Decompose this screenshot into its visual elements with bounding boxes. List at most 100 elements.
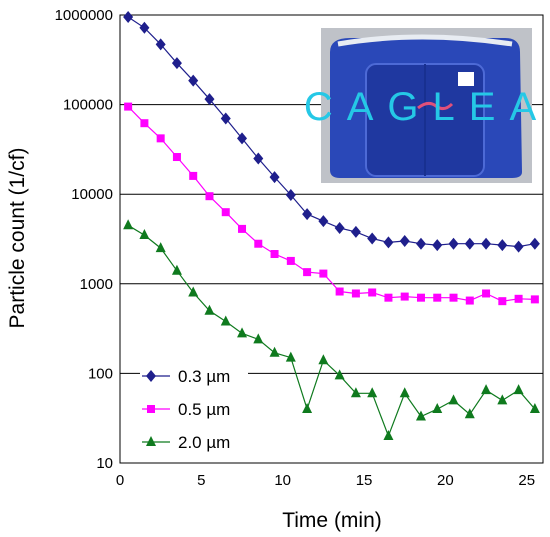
x-axis-title: Time (min) xyxy=(282,509,382,532)
data-point-square xyxy=(172,153,181,162)
data-point-diamond xyxy=(204,93,215,106)
data-point-triangle xyxy=(139,229,150,240)
data-point-triangle xyxy=(220,315,231,326)
data-point-diamond xyxy=(383,236,394,249)
data-point-triangle xyxy=(481,384,492,395)
data-point-triangle xyxy=(188,286,199,297)
data-point-square xyxy=(335,287,344,296)
data-point-diamond xyxy=(415,237,426,250)
data-point-square xyxy=(221,208,230,217)
data-point-diamond xyxy=(269,171,280,184)
data-point-square xyxy=(498,297,507,306)
data-point-square xyxy=(351,289,360,298)
data-point-triangle xyxy=(399,387,410,398)
data-point-diamond xyxy=(350,225,361,238)
data-point-triangle xyxy=(383,430,394,441)
data-point-diamond xyxy=(220,112,231,125)
data-point-diamond xyxy=(139,21,150,34)
data-point-diamond xyxy=(302,208,313,221)
data-point-diamond xyxy=(188,74,199,87)
x-tick-label: 25 xyxy=(518,472,535,489)
data-point-diamond xyxy=(334,221,345,234)
data-point-triangle xyxy=(155,242,166,253)
legend-marker-diamond xyxy=(146,370,156,382)
legend-label-2: 2.0 µm xyxy=(178,433,230,452)
data-point-diamond xyxy=(171,57,182,70)
y-tick-labels: 10 100 1000 10000 100000 1000000 xyxy=(55,7,113,472)
data-point-square xyxy=(205,192,214,201)
inset-photo: CAGLEA xyxy=(304,28,536,183)
data-point-triangle xyxy=(350,387,361,398)
x-tick-label: 15 xyxy=(356,472,373,489)
data-point-diamond xyxy=(367,232,378,245)
data-point-square xyxy=(482,289,491,298)
x-tick-label: 5 xyxy=(197,472,205,489)
data-point-triangle xyxy=(302,403,313,414)
data-point-square xyxy=(254,239,263,248)
data-point-triangle xyxy=(253,333,264,344)
data-point-triangle xyxy=(334,369,345,380)
data-point-diamond xyxy=(497,239,508,252)
legend-label-1: 0.5 µm xyxy=(178,400,230,419)
y-tick-label: 1000000 xyxy=(55,7,113,24)
data-point-diamond xyxy=(448,237,459,250)
data-point-square xyxy=(286,256,295,265)
data-point-triangle xyxy=(171,264,182,275)
x-tick-label: 10 xyxy=(274,472,291,489)
data-point-square xyxy=(449,293,458,302)
data-point-square xyxy=(156,134,165,143)
data-point-diamond xyxy=(481,237,492,250)
data-point-triangle xyxy=(529,403,540,414)
legend: 0.3 µm 0.5 µm 2.0 µm xyxy=(140,360,248,460)
data-point-triangle xyxy=(285,351,296,362)
data-point-square xyxy=(189,171,198,180)
y-tick-label: 10 xyxy=(96,455,113,472)
y-tick-label: 100 xyxy=(88,365,113,382)
data-point-diamond xyxy=(399,235,410,248)
data-point-square xyxy=(319,269,328,278)
data-point-triangle xyxy=(237,327,248,338)
x-tick-label: 20 xyxy=(437,472,454,489)
y-tick-label: 100000 xyxy=(63,97,113,114)
data-point-diamond xyxy=(155,38,166,51)
data-point-triangle xyxy=(318,354,329,365)
tent-top-ridge xyxy=(337,34,513,47)
legend-marker-square xyxy=(147,405,155,413)
data-point-diamond xyxy=(285,188,296,201)
y-tick-label: 1000 xyxy=(80,276,113,293)
data-point-triangle xyxy=(464,408,475,419)
data-point-square xyxy=(368,288,377,297)
data-point-diamond xyxy=(253,152,264,165)
data-point-square xyxy=(124,102,133,111)
data-point-square xyxy=(514,294,523,303)
data-point-square xyxy=(238,224,247,233)
data-point-diamond xyxy=(237,132,248,145)
data-point-diamond xyxy=(432,239,443,252)
data-point-diamond xyxy=(123,10,134,23)
data-point-triangle xyxy=(123,219,134,230)
data-point-triangle xyxy=(513,384,524,395)
data-point-diamond xyxy=(513,240,524,253)
data-point-diamond xyxy=(464,237,475,250)
data-point-triangle xyxy=(415,410,426,421)
data-point-square xyxy=(140,119,149,128)
x-tick-labels: 0 5 10 15 20 25 xyxy=(116,472,535,489)
data-point-triangle xyxy=(497,394,508,405)
x-tick-label: 0 xyxy=(116,472,124,489)
data-point-triangle xyxy=(432,403,443,414)
logo-accent xyxy=(417,101,454,111)
data-point-square xyxy=(303,268,312,277)
legend-label-0: 0.3 µm xyxy=(178,367,230,386)
y-tick-label: 10000 xyxy=(71,186,113,203)
legend-background xyxy=(140,360,248,460)
legend-marker-triangle xyxy=(146,436,156,446)
data-point-square xyxy=(270,250,279,259)
data-point-triangle xyxy=(367,387,378,398)
data-point-diamond xyxy=(318,215,329,228)
data-point-triangle xyxy=(448,394,459,405)
data-point-square xyxy=(433,293,442,302)
data-point-square xyxy=(416,293,425,302)
data-point-triangle xyxy=(269,346,280,357)
data-point-square xyxy=(384,293,393,302)
